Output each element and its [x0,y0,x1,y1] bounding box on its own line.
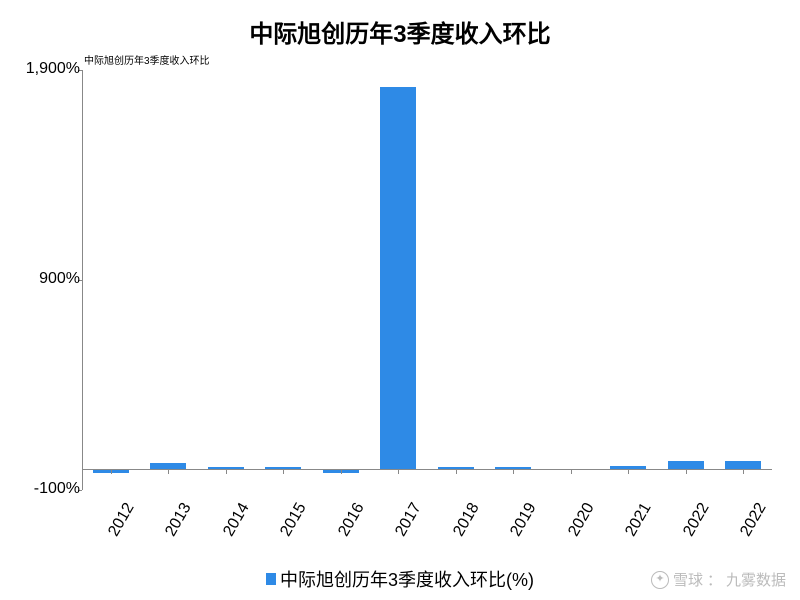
watermark-author: 九雾数据 [726,569,786,590]
watermark-brand: 雪球 [673,569,703,590]
x-tick [456,469,457,474]
x-axis-line [82,469,772,470]
y-tick-label: 1,900% [10,60,80,78]
x-tick [513,469,514,474]
x-tick-label: 2013 [155,500,196,552]
x-tick-label: 2015 [270,500,311,552]
x-tick-label: 2022 [730,500,771,552]
x-tick [628,469,629,474]
x-tick [398,469,399,474]
x-tick-label: 2019 [500,500,541,552]
bar [668,461,704,469]
watermark-icon: ✦ [651,571,669,589]
y-axis-title: 中际旭创历年3季度收入环比 [84,52,210,67]
x-tick-label: 2014 [213,500,254,552]
x-tick [111,469,112,474]
x-tick-label: 2022 [673,500,714,552]
watermark-sep: ： [707,569,722,590]
bar [725,461,761,469]
x-tick [226,469,227,474]
legend-label: 中际旭创历年3季度收入环比(%) [280,570,534,590]
bar [380,87,416,469]
x-tick [571,469,572,474]
x-tick [743,469,744,474]
x-tick-label: 2018 [443,500,484,552]
y-tick-label: 900% [10,270,80,288]
x-tick [341,469,342,474]
x-tick-label: 2017 [385,500,426,552]
x-tick [168,469,169,474]
chart-title: 中际旭创历年3季度收入环比 [0,14,800,49]
x-tick-label: 2021 [615,500,656,552]
x-tick [283,469,284,474]
x-tick-label: 2012 [98,500,139,552]
plot-area [82,70,772,490]
x-tick-label: 2020 [558,500,599,552]
legend-swatch [266,573,276,585]
x-tick [686,469,687,474]
watermark: ✦ 雪球 ： 九雾数据 [651,569,786,590]
y-tick-label: -100% [10,480,80,498]
x-tick-label: 2016 [328,500,369,552]
